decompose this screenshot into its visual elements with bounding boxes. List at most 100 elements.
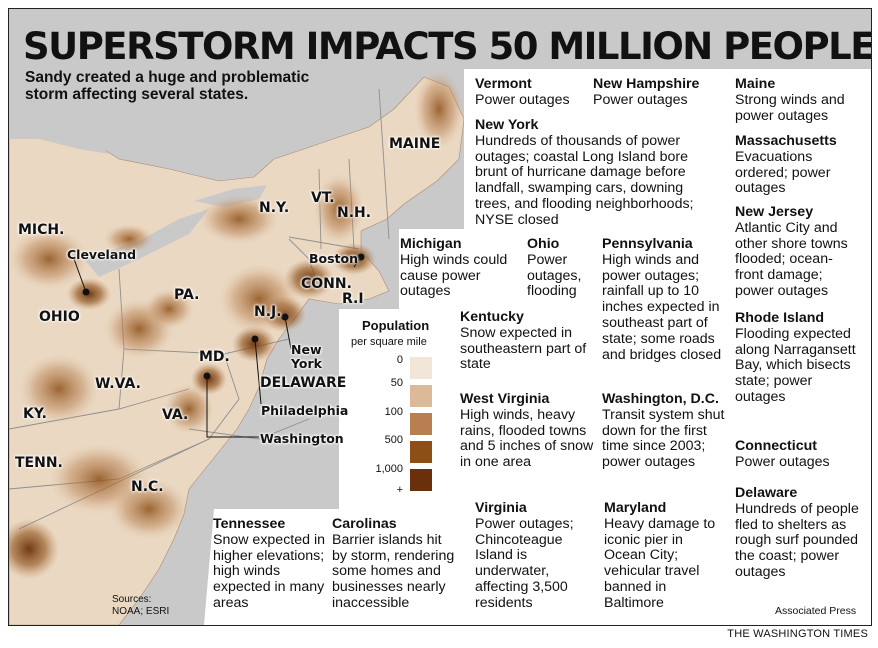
- state-label-delaware: DELAWARE: [260, 375, 347, 391]
- impact-connecticut: Connecticut Power outages: [735, 438, 861, 471]
- state-label-mich: MICH.: [18, 222, 65, 238]
- impact-text: Power outages; Chincoteague Island is un…: [475, 515, 574, 611]
- impact-maine: Maine Strong winds and power outages: [735, 76, 861, 124]
- state-label-nh: N.H.: [337, 205, 372, 221]
- legend-tick-50: 50: [390, 377, 403, 389]
- state-label-pa: PA.: [174, 287, 200, 303]
- state-label-tenn: TENN.: [15, 455, 63, 471]
- legend-swatch-0: [410, 357, 432, 379]
- state-label-ky: KY.: [23, 406, 47, 422]
- impact-state: New York: [475, 117, 539, 133]
- legend-swatch-1: [410, 385, 432, 407]
- impact-text: Power outages: [475, 91, 570, 108]
- impact-delaware: Delaware Hundreds of people fled to shel…: [735, 485, 861, 581]
- impact-state: Massachusetts: [735, 133, 837, 149]
- impact-state: Washington, D.C.: [602, 391, 719, 407]
- impact-text: Power outages: [593, 91, 688, 108]
- impact-west-virginia: West Virginia High winds, heavy rains, f…: [460, 391, 600, 471]
- impact-kentucky: Kentucky Snow expected in southeastern p…: [460, 309, 590, 373]
- impact-pennsylvania: Pennsylvania High winds and power outage…: [602, 236, 730, 363]
- legend-swatch-3: [410, 441, 432, 463]
- state-label-conn: CONN.: [301, 276, 352, 292]
- great-lakes: [9, 104, 109, 154]
- legend-tick-1000: 1,000: [375, 463, 403, 475]
- impact-text: Flooding expected along Narragansett Bay…: [735, 325, 856, 405]
- impact-vermont: Vermont Power outages: [475, 76, 595, 109]
- legend-subtitle: per square mile: [351, 336, 427, 348]
- impact-text: Power outages, flooding: [527, 251, 582, 300]
- impact-text: High winds could cause power outages: [400, 251, 508, 300]
- state-label-va: VA.: [162, 407, 189, 423]
- impact-state: New Hampshire: [593, 76, 700, 92]
- impact-text: Hundreds of thousands of power outages; …: [475, 132, 694, 228]
- city-label-boston: Boston: [309, 251, 359, 266]
- impact-massachusetts: Massachusetts Evacuations ordered; power…: [735, 133, 861, 197]
- impact-virginia: Virginia Power outages; Chincoteague Isl…: [475, 500, 593, 612]
- impact-new-hampshire: New Hampshire Power outages: [593, 76, 728, 109]
- impact-carolinas: Carolinas Barrier islands hit by storm, …: [332, 516, 457, 612]
- impact-ohio: Ohio Power outages, flooding: [527, 236, 599, 300]
- impact-text: High winds, heavy rains, flooded towns a…: [460, 406, 594, 471]
- impact-state: West Virginia: [460, 391, 550, 407]
- impact-text: Evacuations ordered; power outages: [735, 148, 831, 197]
- impact-text: High winds and power outages; rainfall u…: [602, 251, 722, 363]
- state-label-md: MD.: [199, 349, 230, 365]
- impact-state: Virginia: [475, 500, 527, 516]
- page-title: SUPERSTORM IMPACTS 50 MILLION PEOPLE: [23, 25, 872, 68]
- impact-text: Barrier islands hit by storm, rendering …: [332, 531, 455, 611]
- sources-note: Sources: NOAA; ESRI: [112, 594, 170, 617]
- population-map: [9, 9, 871, 625]
- impact-rhode-island: Rhode Island Flooding expected along Nar…: [735, 310, 861, 406]
- state-label-maine: MAINE: [389, 136, 441, 152]
- impact-text: Hundreds of people fled to shelters as r…: [735, 500, 859, 580]
- impact-text: Atlantic City and other shore towns floo…: [735, 219, 848, 299]
- legend-tick-plus: +: [396, 484, 403, 496]
- impact-state: Maine: [735, 76, 776, 92]
- city-label-newyork: New York: [291, 342, 322, 371]
- impact-state: Carolinas: [332, 516, 397, 532]
- state-label-vt: VT.: [311, 190, 335, 206]
- legend-swatch-2: [410, 413, 432, 435]
- state-label-ohio: OHIO: [39, 309, 80, 325]
- impact-text: Heavy damage to iconic pier in Ocean Cit…: [604, 515, 716, 611]
- impact-state: Connecticut: [735, 438, 817, 454]
- impact-michigan: Michigan High winds could cause power ou…: [400, 236, 522, 300]
- impact-state: Michigan: [400, 236, 462, 252]
- state-label-ny: N.Y.: [259, 200, 290, 216]
- impact-state: Ohio: [527, 236, 560, 252]
- legend-title: Population: [362, 318, 430, 333]
- city-label-washington: Washington: [260, 431, 344, 446]
- impact-new-jersey: New Jersey Atlantic City and other shore…: [735, 204, 861, 300]
- city-label-philadelphia: Philadelphia: [261, 403, 349, 418]
- map-graphic: SUPERSTORM IMPACTS 50 MILLION PEOPLE San…: [8, 8, 872, 626]
- state-label-nj: N.J.: [254, 304, 282, 320]
- impact-maryland: Maryland Heavy damage to iconic pier in …: [604, 500, 722, 612]
- impact-state: Delaware: [735, 485, 798, 501]
- impact-text: Snow expected in southeastern part of st…: [460, 324, 587, 373]
- credit-line: Associated Press: [775, 605, 857, 617]
- legend-swatch-4: [410, 469, 432, 491]
- impact-new-york: New York Hundreds of thousands of power …: [475, 117, 720, 229]
- state-label-nc: N.C.: [131, 479, 164, 495]
- impact-state: Kentucky: [460, 309, 524, 325]
- impact-text: Snow expected in higher elevations; high…: [213, 531, 325, 611]
- legend-tick-500: 500: [384, 434, 403, 446]
- impact-tennessee: Tennessee Snow expected in higher elevat…: [213, 516, 331, 612]
- page-subtitle: Sandy created a huge and problematic sto…: [25, 69, 310, 103]
- leader-lines: [73, 256, 362, 438]
- impact-state: New Jersey: [735, 204, 814, 220]
- impact-washington-dc: Washington, D.C. Transit system shut dow…: [602, 391, 730, 471]
- impact-state: Rhode Island: [735, 310, 825, 326]
- publisher-footer: THE WASHINGTON TIMES: [727, 628, 868, 640]
- state-label-wva: W.VA.: [95, 376, 141, 392]
- legend-tick-0: 0: [396, 354, 403, 366]
- impact-text: Power outages: [735, 453, 830, 470]
- impact-state: Vermont: [475, 76, 532, 92]
- legend-tick-100: 100: [384, 406, 403, 418]
- text-panel: [204, 69, 871, 625]
- city-label-cleveland: Cleveland: [67, 247, 137, 262]
- impact-text: Strong winds and power outages: [735, 91, 845, 124]
- impact-state: Maryland: [604, 500, 667, 516]
- impact-state: Pennsylvania: [602, 236, 693, 252]
- impact-state: Tennessee: [213, 516, 286, 532]
